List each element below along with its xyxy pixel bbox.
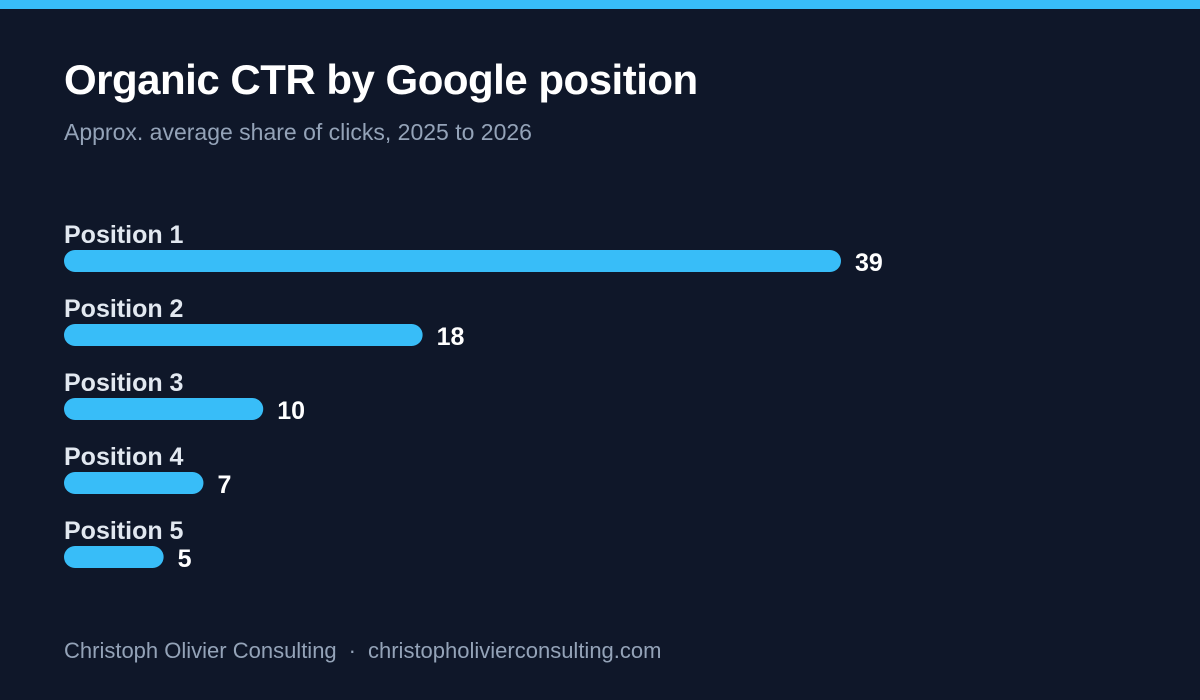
chart-title: Organic CTR by Google position (64, 56, 698, 103)
bar (64, 324, 423, 346)
bar (64, 250, 841, 272)
footer-brand: Christoph Olivier Consulting (64, 638, 337, 663)
category-label: Position 5 (64, 517, 184, 545)
value-label: 10 (277, 397, 305, 425)
category-label: Position 4 (64, 443, 184, 471)
value-label: 7 (217, 471, 231, 499)
category-label: Position 3 (64, 369, 183, 397)
bar (64, 472, 204, 494)
value-label: 39 (855, 249, 883, 277)
bar (64, 546, 164, 568)
footer-separator: · (348, 638, 356, 663)
footer: Christoph Olivier Consulting · christophol… (64, 638, 661, 664)
bar (64, 398, 264, 420)
footer-url[interactable]: christopholivierconsulting.com (368, 638, 662, 663)
bars-group: Position 1 39 Position 2 18 Position 3 10 Posi… (64, 221, 883, 573)
value-label: 18 (437, 323, 465, 351)
top-accent-bar (0, 0, 1200, 9)
chart-subtitle: Approx. average share of clicks, 2025 to… (64, 119, 532, 145)
category-label: Position 2 (64, 295, 183, 323)
category-label: Position 1 (64, 221, 184, 249)
value-label: 5 (178, 545, 192, 573)
